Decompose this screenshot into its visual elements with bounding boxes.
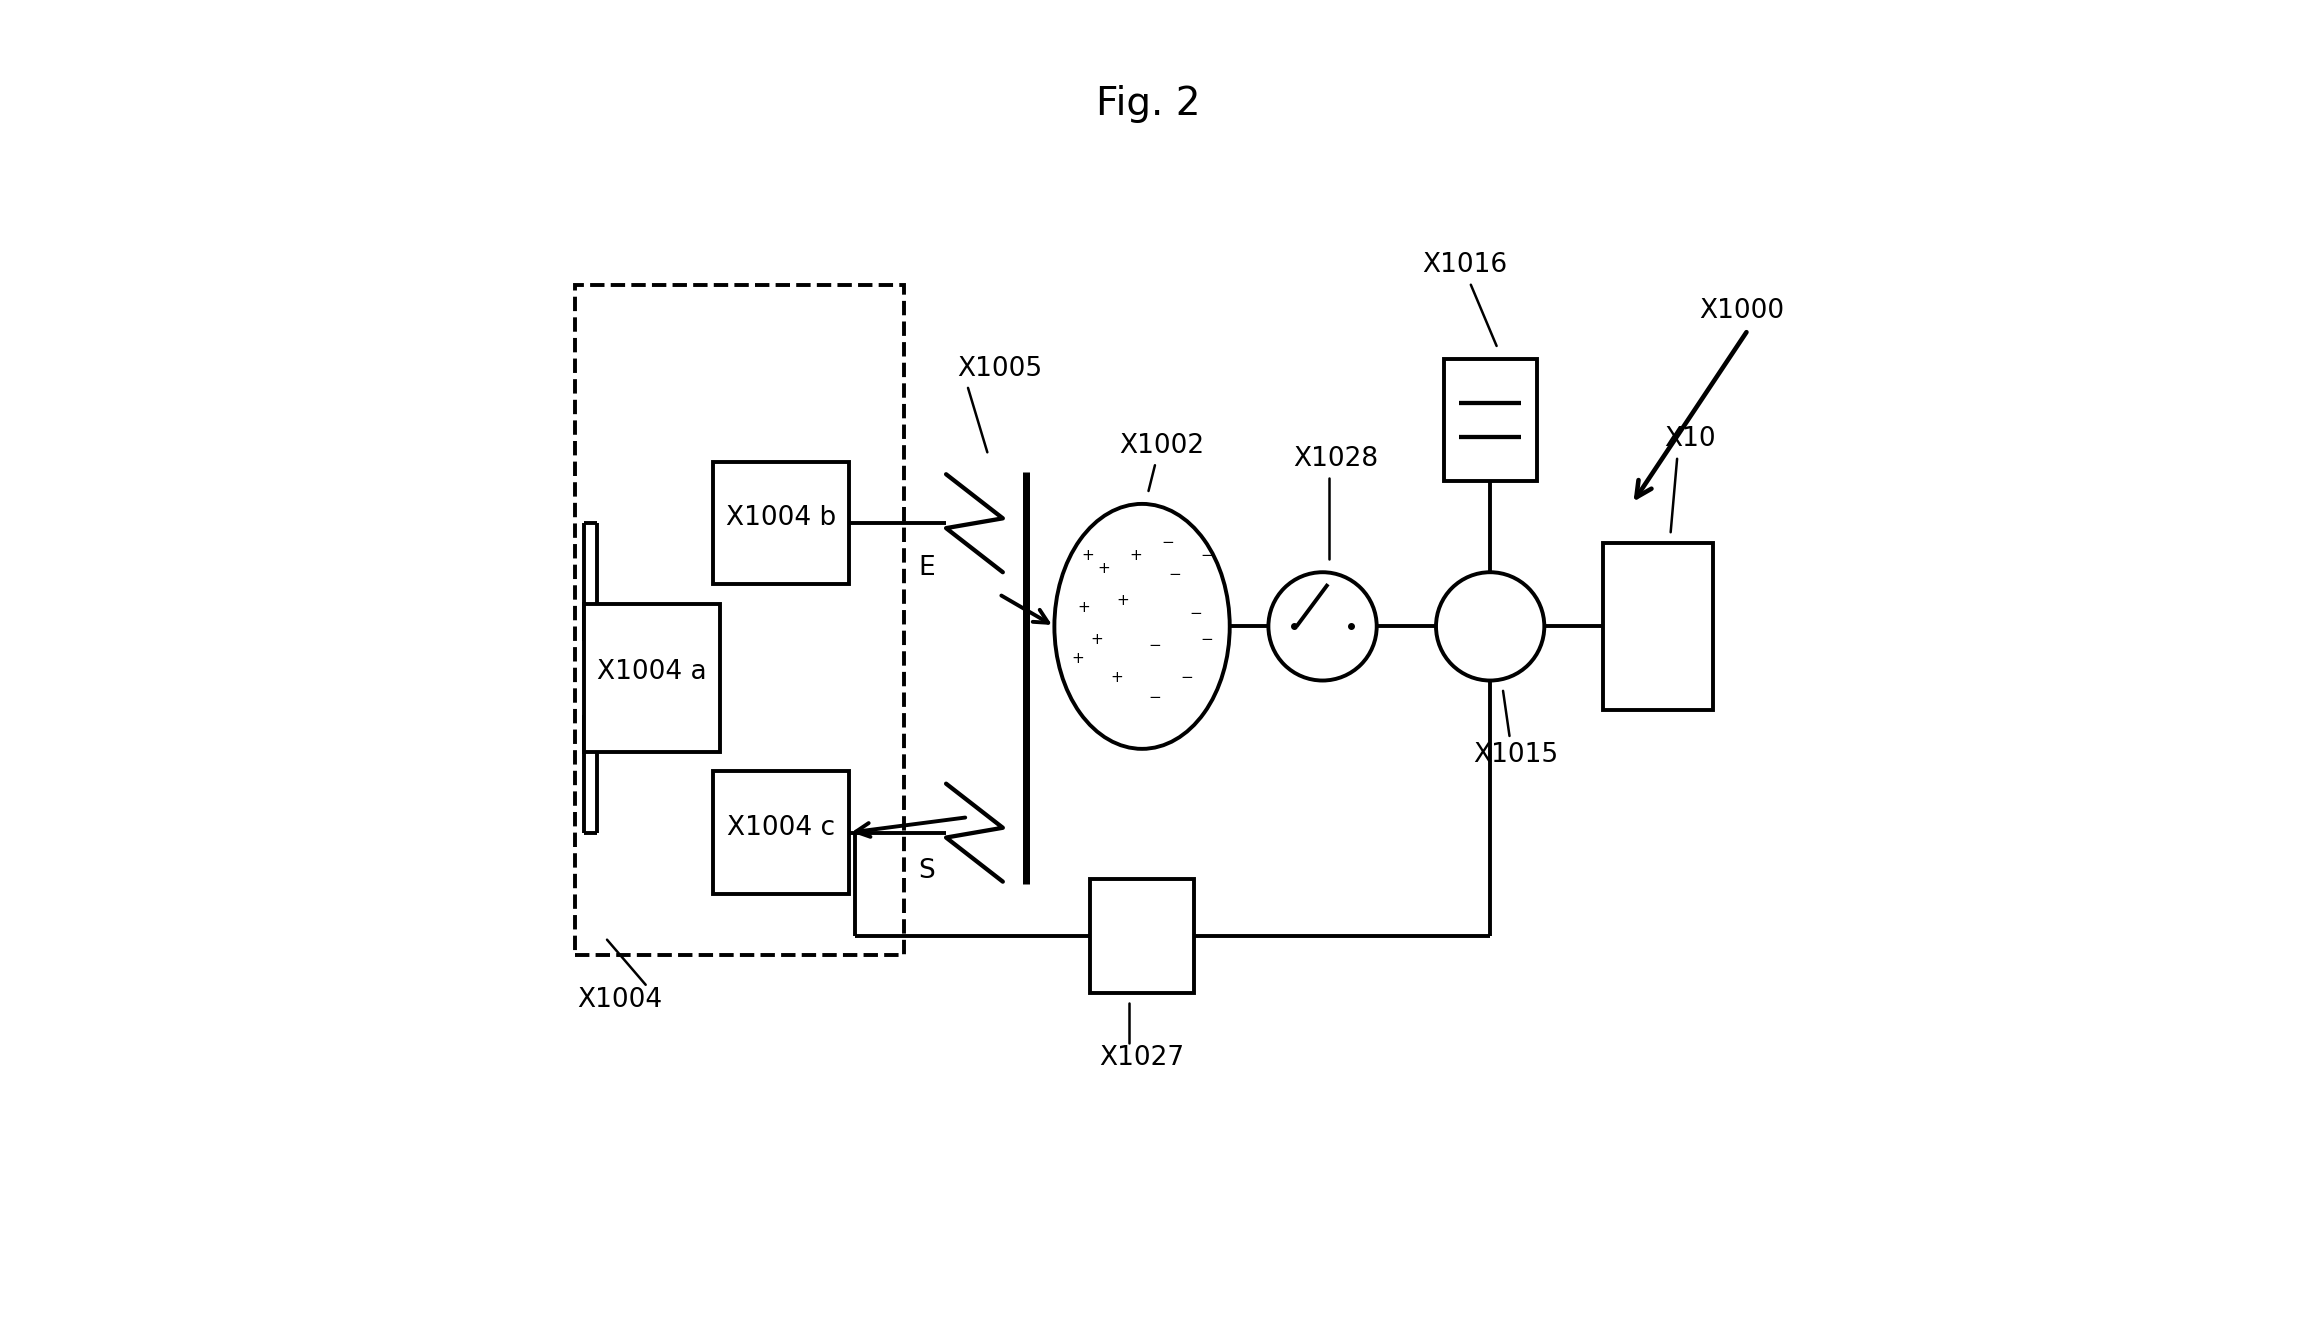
Text: X1000: X1000 bbox=[1700, 298, 1785, 324]
Bar bbox=[714, 771, 850, 894]
Text: Fig. 2: Fig. 2 bbox=[1096, 85, 1201, 124]
Text: X1004: X1004 bbox=[577, 987, 662, 1013]
Text: +: + bbox=[1130, 548, 1142, 563]
Ellipse shape bbox=[1054, 504, 1229, 749]
Text: X1028: X1028 bbox=[1293, 446, 1378, 471]
Text: X1005: X1005 bbox=[958, 356, 1043, 381]
Text: +: + bbox=[1082, 548, 1093, 563]
Text: S: S bbox=[919, 858, 935, 884]
Text: −: − bbox=[1181, 670, 1194, 685]
Text: X10: X10 bbox=[1665, 427, 1716, 453]
Bar bbox=[1091, 880, 1194, 992]
Text: +: + bbox=[1109, 670, 1123, 685]
Text: X1002: X1002 bbox=[1119, 432, 1204, 459]
Text: −: − bbox=[1190, 606, 1204, 620]
Circle shape bbox=[1268, 572, 1376, 681]
Text: +: + bbox=[1091, 631, 1103, 647]
Text: X1027: X1027 bbox=[1100, 1045, 1185, 1072]
Text: +: + bbox=[1098, 561, 1109, 576]
Text: −: − bbox=[1199, 631, 1213, 647]
Text: +: + bbox=[1077, 599, 1091, 615]
Bar bbox=[1603, 543, 1714, 710]
Bar bbox=[714, 462, 850, 584]
Text: −: − bbox=[1148, 690, 1162, 705]
Text: X1004 a: X1004 a bbox=[597, 658, 707, 685]
Text: +: + bbox=[1116, 594, 1130, 608]
Bar bbox=[583, 604, 719, 752]
Text: E: E bbox=[919, 556, 935, 582]
Text: X1004 b: X1004 b bbox=[726, 505, 836, 530]
Text: −: − bbox=[1148, 638, 1162, 653]
Circle shape bbox=[1436, 572, 1544, 681]
Bar bbox=[574, 285, 903, 955]
Text: +: + bbox=[1070, 651, 1084, 666]
Text: X1004 c: X1004 c bbox=[726, 814, 836, 841]
Text: −: − bbox=[1162, 535, 1174, 551]
Text: −: − bbox=[1199, 548, 1213, 563]
Text: X1016: X1016 bbox=[1422, 252, 1507, 278]
Bar bbox=[1445, 359, 1537, 481]
Text: −: − bbox=[1167, 567, 1181, 583]
Text: X1015: X1015 bbox=[1472, 743, 1557, 768]
